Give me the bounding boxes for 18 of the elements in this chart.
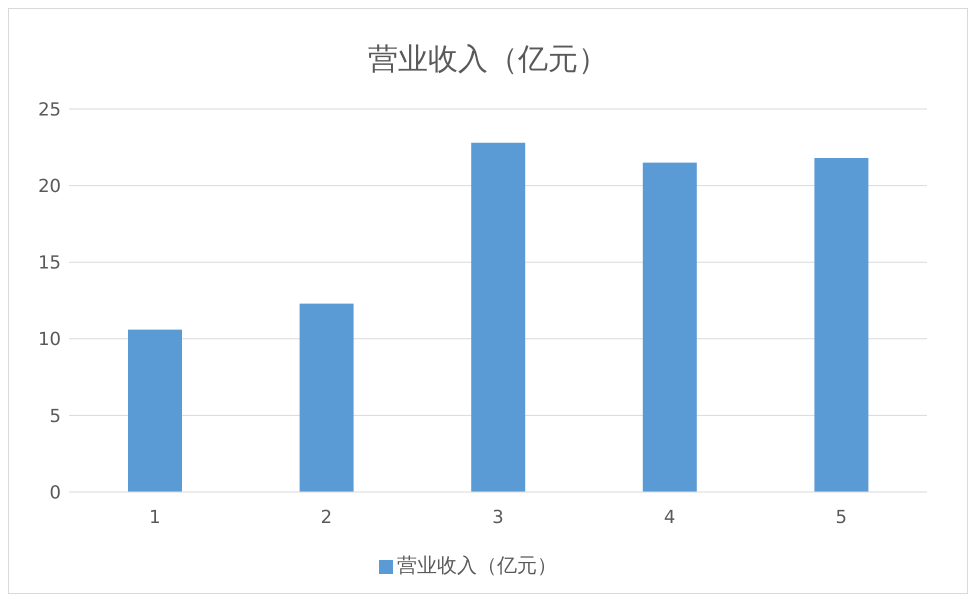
bar bbox=[128, 330, 182, 492]
y-tick-label: 10 bbox=[38, 329, 61, 350]
y-tick-label: 5 bbox=[50, 406, 61, 427]
x-tick-label: 5 bbox=[835, 506, 847, 528]
x-tick-label: 1 bbox=[149, 506, 161, 528]
y-tick-label: 25 bbox=[38, 99, 61, 120]
y-tick-label: 0 bbox=[50, 482, 61, 504]
y-tick-label: 20 bbox=[38, 176, 61, 197]
bar bbox=[642, 162, 697, 492]
bar bbox=[300, 304, 354, 492]
x-tick-label: 2 bbox=[320, 506, 332, 528]
y-tick-label: 15 bbox=[38, 252, 61, 274]
legend-label: 营业收入（亿元） bbox=[397, 553, 557, 577]
bar bbox=[471, 142, 526, 492]
bar bbox=[814, 158, 868, 492]
x-tick-label: 4 bbox=[664, 506, 676, 528]
x-tick-label: 3 bbox=[492, 506, 504, 528]
chart-title: 营业收入（亿元） bbox=[367, 41, 609, 79]
